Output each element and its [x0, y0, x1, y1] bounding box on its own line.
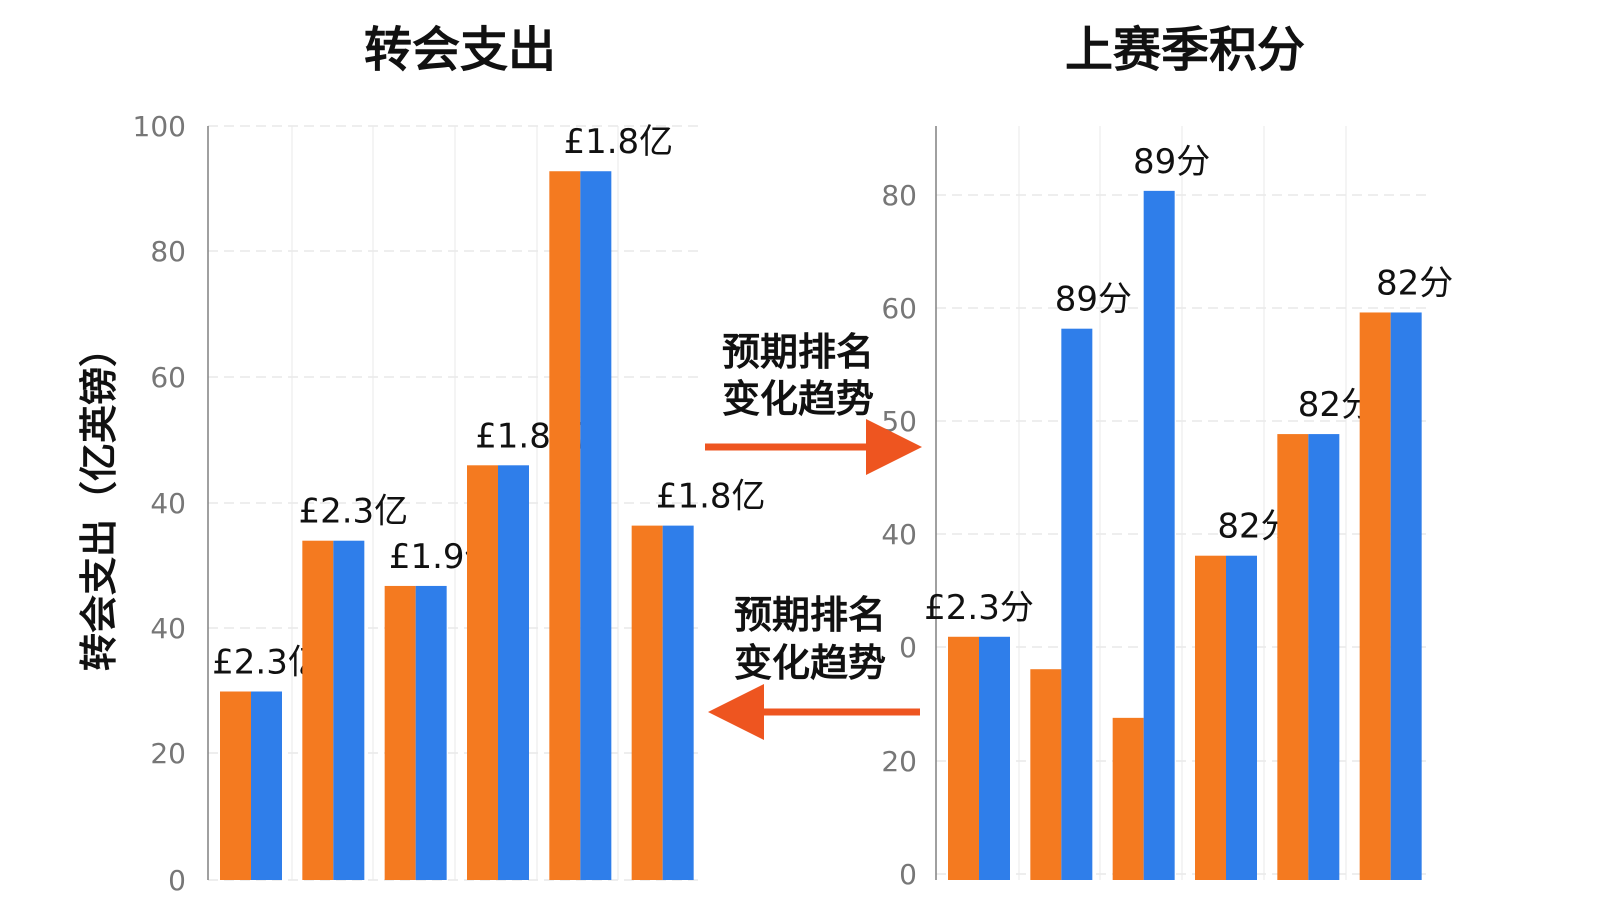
left-chart-title: 转会支出 [364, 22, 556, 78]
right-bar-series1 [1195, 555, 1226, 880]
right-data-label: 89分 [1055, 280, 1132, 320]
left-y-tick-label: 20 [150, 737, 186, 770]
right-y-tick-label: 80 [881, 179, 917, 212]
left-bar-series1 [549, 171, 581, 881]
right-bar-series2 [1226, 555, 1257, 880]
left-bar-series1 [384, 585, 416, 880]
left-y-tick-label: 40 [150, 612, 186, 645]
right-y-tick-label: 50 [881, 405, 917, 438]
right-data-label: 82分 [1376, 263, 1453, 303]
left-bar-series2 [662, 525, 694, 880]
left-bar-series2 [251, 691, 282, 880]
right-bar-series2 [1143, 190, 1175, 880]
right-y-tick-label: 60 [881, 292, 917, 325]
right-bar-series1 [948, 636, 979, 880]
left-data-label: £1.8亿 [656, 477, 766, 517]
left-bar-series1 [467, 465, 498, 880]
left-data-label: £2.3亿 [298, 492, 408, 532]
right-data-label: 89分 [1133, 142, 1210, 182]
left-y-axis-label: 转会支出（亿英镑） [77, 329, 121, 671]
right-bar-series1 [1277, 434, 1309, 880]
left-y-tick-label: 80 [150, 235, 186, 268]
left-bar-series1 [631, 525, 663, 880]
annotation-bottom-line1: 预期排名 [734, 593, 886, 637]
right-y-tick-label: 0 [899, 631, 917, 664]
left-y-tick-label: 40 [150, 487, 186, 520]
left-bar-series2 [498, 465, 529, 880]
right-bar-series2 [1390, 312, 1422, 880]
left-data-label: £1.8亿 [563, 122, 673, 162]
right-y-tick-label: 0 [899, 858, 917, 891]
right-chart-title: 上赛季积分 [1065, 22, 1305, 78]
left-chart: 02040406080100£2.3亿£2.3亿£1.9亿£1.8亿£1.8亿£… [133, 110, 766, 897]
left-y-tick-label: 0 [168, 864, 186, 897]
left-bar-series2 [333, 540, 365, 880]
right-data-label: £2.3分 [924, 588, 1034, 628]
right-bar-series1 [1112, 717, 1144, 880]
annotation-bottom-line2: 变化趋势 [734, 641, 886, 685]
right-bar-series2 [1061, 328, 1093, 880]
right-y-tick-label: 20 [881, 745, 917, 778]
right-y-tick-label: 40 [881, 518, 917, 551]
annotation-top-line1: 预期排名 [722, 330, 874, 374]
right-bar-series1 [1359, 312, 1391, 880]
right-bar-series2 [979, 636, 1010, 880]
left-bar-series1 [302, 540, 334, 880]
right-bar-series1 [1030, 669, 1062, 880]
left-y-tick-label: 100 [133, 110, 186, 143]
left-bar-series1 [220, 691, 251, 880]
annotation-top-line2: 变化趋势 [722, 377, 874, 421]
right-bar-series2 [1308, 434, 1340, 880]
left-bar-series2 [580, 171, 612, 881]
left-bar-series2 [415, 585, 447, 880]
left-y-tick-label: 60 [150, 361, 186, 394]
